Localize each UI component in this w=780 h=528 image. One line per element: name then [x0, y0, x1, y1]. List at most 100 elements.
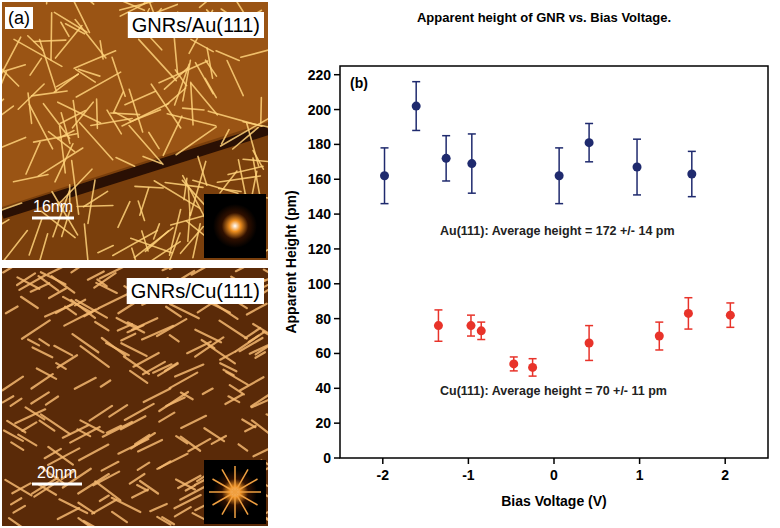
ribbon [118, 324, 132, 330]
ribbon [183, 60, 191, 100]
error-bar [688, 151, 696, 196]
ribbon [26, 142, 40, 174]
y-tick [334, 178, 340, 180]
ribbon [39, 276, 59, 291]
ribbon [225, 394, 242, 404]
ribbon [9, 518, 26, 526]
ribbon [132, 248, 143, 260]
y-tick-label: 60 [315, 345, 331, 361]
error-cap [726, 302, 734, 304]
y-tick-label: 20 [315, 415, 331, 431]
error-cap [633, 194, 641, 196]
error-cap [442, 135, 450, 137]
point [684, 309, 693, 318]
ribbon [230, 385, 244, 394]
ribbon [54, 346, 72, 356]
ribbon [181, 437, 200, 451]
ribbon [40, 421, 55, 431]
ribbon [72, 102, 93, 128]
x-tick-label: -1 [462, 467, 475, 483]
series [434, 298, 735, 376]
ribbon [46, 2, 48, 4]
error-cap [585, 123, 593, 125]
ribbon [60, 126, 66, 173]
error-cap [434, 341, 442, 343]
ribbon [74, 51, 115, 69]
error-cap [655, 349, 663, 351]
ribbon [129, 125, 163, 164]
ribbon [18, 84, 44, 109]
stm-image [2, 2, 268, 260]
ribbon [2, 37, 21, 86]
ribbon [205, 78, 216, 97]
error-cap [585, 325, 593, 327]
scale-bar [32, 217, 74, 220]
ribbon [243, 159, 268, 163]
ribbon [176, 127, 216, 155]
ribbon [84, 309, 98, 317]
error-bar [468, 134, 476, 193]
y-tick-label: 140 [308, 206, 332, 222]
ribbon [260, 98, 262, 123]
error-bar [684, 298, 692, 329]
ribbon [78, 474, 109, 493]
y-tick-label: 120 [308, 241, 332, 257]
ribbon [239, 444, 248, 450]
ribbon [252, 399, 268, 407]
error-cap [555, 147, 563, 149]
ribbon [112, 57, 125, 96]
ribbon [134, 228, 173, 258]
ribbon [40, 39, 57, 91]
error-cap [442, 180, 450, 182]
y-tick-label: 160 [308, 171, 332, 187]
ribbon [76, 69, 95, 82]
error-bar [726, 303, 734, 327]
point [687, 170, 696, 179]
ribbon [26, 407, 45, 419]
ribbon [267, 414, 268, 426]
fft-ray [234, 492, 236, 518]
ribbon [75, 378, 96, 389]
ribbon [221, 119, 268, 146]
ribbon [4, 431, 23, 441]
ribbon [159, 461, 170, 468]
point [585, 339, 594, 348]
fft-ray [234, 466, 236, 492]
error-cap [726, 327, 734, 329]
error-cap [688, 196, 696, 198]
ribbon [12, 483, 30, 493]
ribbon [220, 321, 247, 339]
image-title: GNRs/Cu(111) [131, 280, 260, 302]
ribbon [251, 393, 268, 406]
panel-label: (b) [350, 75, 368, 91]
ribbon [157, 454, 187, 469]
fft-spot [213, 204, 257, 248]
scale-bar-label: 16nm [33, 198, 73, 215]
ribbon [170, 335, 179, 341]
stm-image [2, 268, 268, 526]
ribbon [198, 156, 207, 185]
error-cap [688, 151, 696, 153]
ribbon [233, 128, 258, 149]
ribbon [68, 2, 90, 33]
ribbon [216, 51, 239, 61]
ribbon [84, 521, 111, 526]
ribbon [99, 294, 128, 308]
ribbon [236, 268, 247, 271]
ribbon [95, 481, 120, 500]
ribbon [125, 91, 156, 104]
ribbon [18, 277, 40, 288]
error-bar [477, 322, 485, 339]
ribbon [186, 485, 195, 490]
point [585, 138, 594, 147]
ribbon [144, 2, 153, 3]
error-bar [510, 357, 518, 371]
ribbon [135, 186, 163, 188]
ribbon [133, 353, 158, 367]
label-ground [128, 12, 264, 38]
error-bar [467, 315, 475, 336]
ribbon [69, 2, 94, 4]
error-bar [442, 136, 450, 181]
ribbon [31, 392, 48, 403]
ribbon [223, 370, 233, 375]
